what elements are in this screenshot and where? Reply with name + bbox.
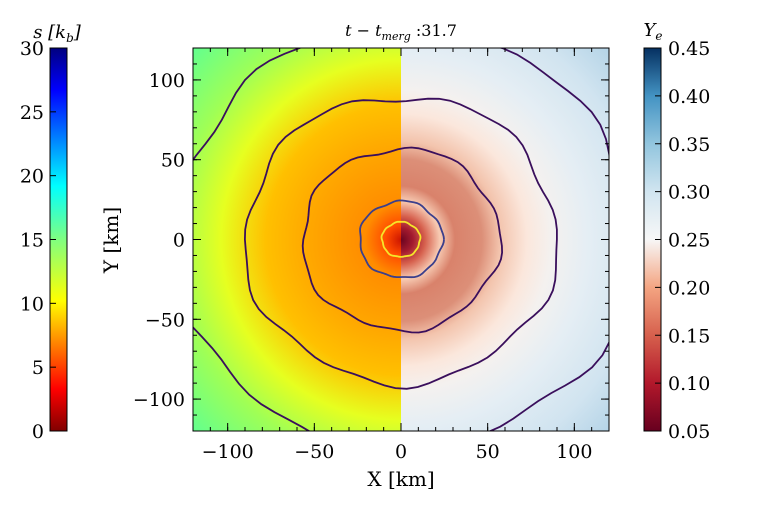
entropy-colorbar-title: s [kb] (33, 22, 82, 45)
y-tick-label: 100 (149, 70, 185, 92)
y-tick-label: 0 (173, 230, 185, 252)
y-tick-label: −50 (145, 309, 185, 331)
colorbar-tick-label: 0.10 (668, 373, 710, 395)
ye-colorbar-title: Ye (644, 20, 663, 43)
colorbar-tick-label: 0.30 (668, 182, 710, 204)
x-tick-label: 100 (556, 441, 592, 463)
colorbar-tick-label: 20 (20, 166, 44, 188)
x-tick-label: −50 (294, 441, 334, 463)
y-tick-label: 50 (161, 150, 185, 172)
entropy-colorbar-ticks: 0 5 10 15 20 25 30 (20, 38, 56, 443)
colorbar-tick-label: 0.20 (668, 277, 710, 299)
colorbar-tick-label: 25 (20, 102, 44, 124)
x-axis-label: X [km] (367, 467, 434, 491)
y-axis-label: Y [km] (99, 207, 123, 274)
colorbar-tick-label: 5 (32, 357, 44, 379)
colorbar-tick-label: 0.35 (668, 134, 710, 156)
colorbar-tick-label: 0.40 (668, 86, 710, 108)
y-tick-label: −100 (133, 389, 185, 411)
ye-field (401, 48, 609, 431)
x-tick-label: 0 (395, 441, 407, 463)
colorbar-tick-label: 0 (32, 421, 44, 443)
plot-area: −100 −50 0 50 100 −100 −50 0 50 100 (133, 47, 610, 463)
density-contour (243, 97, 558, 390)
colorbar-tick-label: 15 (20, 230, 44, 252)
x-tick-label: 50 (476, 441, 500, 463)
entropy-field (193, 48, 401, 431)
colorbar-tick-label: 0.25 (668, 230, 710, 252)
ye-colorbar-ticks: 0.05 0.10 0.15 0.20 0.25 0.30 0.35 0.40 0.45 (655, 38, 710, 443)
density-contour (301, 146, 504, 334)
x-tick-label: −100 (202, 441, 254, 463)
density-contour (193, 48, 609, 431)
colorbar-tick-label: 0.15 (668, 325, 710, 347)
density-contours (193, 48, 609, 431)
colorbar-tick-label: 30 (20, 38, 44, 60)
colorbar-tick-label: 0.45 (668, 38, 710, 60)
chart-title: t − tmerg :31.7 (345, 21, 457, 43)
x-ticks: −100 −50 0 50 100 (192, 48, 610, 463)
colorbar-tick-label: 10 (20, 293, 44, 315)
density-contour (380, 220, 422, 258)
ye-colorbar: Ye 0.05 0.10 0.15 0.20 0.25 0.30 0.35 0.40 0.45 (643, 20, 710, 443)
colorbar-tick-label: 0.05 (668, 421, 710, 443)
y-ticks: −100 −50 0 50 100 (133, 47, 609, 432)
density-contour (359, 199, 445, 279)
entropy-colorbar: s [kb] 0 5 10 15 20 25 30 (20, 22, 82, 443)
